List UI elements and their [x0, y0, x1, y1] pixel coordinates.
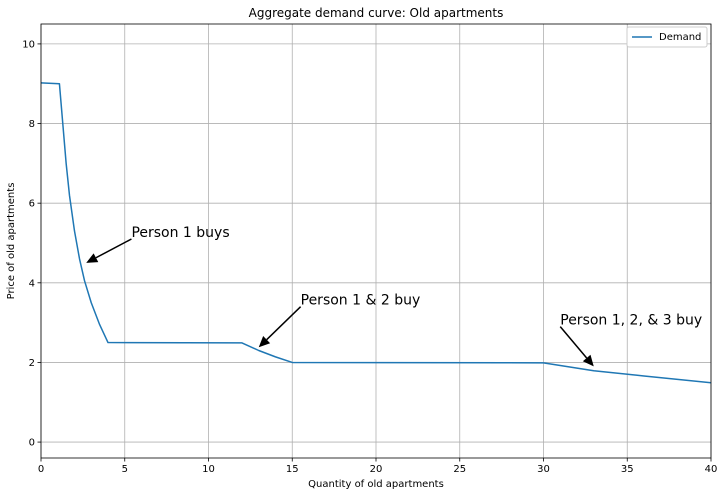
- y-tick-label: 2: [29, 358, 35, 369]
- annotation-label: Person 1 & 2 buy: [301, 293, 421, 309]
- annotation-arrow-head: [86, 253, 99, 263]
- annotation-label: Person 1 buys: [131, 225, 229, 241]
- x-tick-label: 5: [122, 464, 128, 475]
- y-tick-label: 8: [29, 119, 35, 130]
- series-line-demand: [41, 82, 711, 384]
- y-tick-label: 4: [29, 278, 35, 289]
- annotation-arrow-head: [258, 336, 271, 348]
- chart-title: Aggregate demand curve: Old apartments: [249, 6, 504, 20]
- x-tick-label: 15: [286, 464, 299, 475]
- y-tick-label: 10: [22, 39, 35, 50]
- x-axis-label: Quantity of old apartments: [308, 479, 444, 490]
- annotation-arrow-head: [582, 354, 594, 367]
- x-tick-label: 20: [370, 464, 383, 475]
- y-tick-label: 0: [29, 438, 35, 449]
- annotation-label: Person 1, 2, & 3 buy: [560, 313, 702, 329]
- legend: Demand: [626, 26, 708, 48]
- annotation-arrow-shaft: [266, 306, 302, 341]
- legend-box: [626, 26, 708, 48]
- annotation-arrow-shaft: [559, 326, 588, 359]
- annotation-arrow-shaft: [95, 238, 132, 259]
- ticks: 0 5 10 15 20 25 30 35 40 0 2 4 6 8 10: [22, 39, 717, 475]
- x-tick-label: 40: [705, 464, 718, 475]
- x-tick-label: 35: [621, 464, 634, 475]
- annotations: Person 1 buys Person 1 & 2 buy Person 1, 2…: [86, 225, 702, 367]
- x-tick-label: 25: [453, 464, 466, 475]
- legend-label-demand: Demand: [659, 32, 701, 43]
- x-tick-label: 10: [202, 464, 215, 475]
- y-axis-label: Price of old apartments: [6, 183, 17, 300]
- x-tick-label: 0: [38, 464, 44, 475]
- x-tick-label: 30: [537, 464, 550, 475]
- y-tick-label: 6: [29, 199, 35, 210]
- series-layer: [41, 82, 711, 384]
